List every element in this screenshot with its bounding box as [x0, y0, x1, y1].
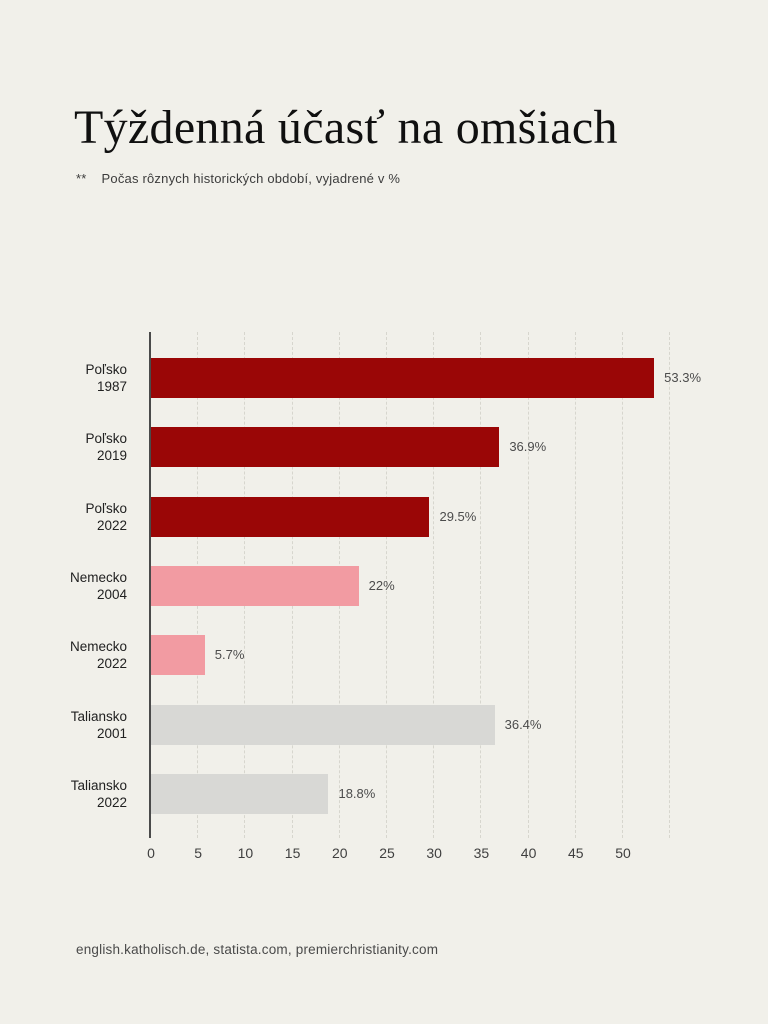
footnote-marker: **: [76, 171, 87, 186]
category-label: Nemecko 2022: [70, 635, 127, 675]
gridline: [480, 332, 482, 838]
category-label: Taliansko 2022: [71, 774, 127, 814]
category-year: 2022: [96, 656, 127, 672]
category-label: Poľsko 2019: [86, 427, 127, 467]
x-axis-tick-label: 0: [147, 845, 155, 861]
footnote-text: Počas rôznych historických období, vyjad…: [101, 171, 401, 186]
category-country: Nemecko: [69, 569, 127, 585]
category-country: Taliansko: [70, 708, 127, 724]
category-year: 2004: [96, 586, 127, 602]
category-label: Poľsko 1987: [86, 358, 127, 398]
plot-area: 53.3% 36.9% 29.5% 22% 5.7% 36.4% 18.8% 0 5 10 15 20…: [147, 332, 701, 861]
category-country: Poľsko: [85, 431, 127, 447]
bar-value-label: 29.5%: [439, 508, 477, 524]
bar: [151, 496, 430, 537]
page-title: Týždenná účasť na omšiach: [74, 101, 618, 155]
category-labels-column: Poľsko 1987 Poľsko 2019 Poľsko 2022 Nemecko 200…: [0, 332, 138, 838]
gridline: [433, 332, 435, 838]
x-axis-tick-label: 35: [473, 845, 490, 861]
gridline: [527, 332, 529, 838]
category-country: Poľsko: [85, 362, 127, 377]
bar-value-label: 5.7%: [214, 647, 245, 663]
bar: [151, 773, 329, 814]
gridline: [669, 332, 671, 838]
category-year: 2019: [96, 448, 127, 464]
gridline: [386, 332, 387, 838]
x-axis-tick-label: 10: [237, 845, 254, 861]
x-axis-tick-label: 50: [615, 845, 631, 861]
sources-line: english.katholisch.de, statista.com, pre…: [76, 942, 439, 957]
gridline: [622, 332, 623, 838]
category-country: Nemecko: [69, 639, 127, 655]
x-axis-tick-label: 45: [568, 845, 584, 861]
bar-value-label: 53.3%: [664, 370, 702, 385]
x-axis-tick-label: 25: [379, 845, 395, 861]
x-axis-tick-label: 40: [520, 845, 537, 861]
bar-value-label: 36.9%: [509, 439, 547, 455]
x-axis-tick-label: 30: [426, 845, 442, 861]
bar: [151, 704, 495, 745]
category-year: 2022: [96, 794, 127, 810]
category-country: Taliansko: [70, 777, 127, 793]
footnote: ** Počas rôznych historických období, vyj…: [76, 171, 400, 186]
category-label: Nemecko 2004: [70, 566, 127, 606]
bar-value-label: 22%: [368, 577, 395, 593]
bar: [151, 358, 655, 398]
gridline: [574, 332, 576, 838]
category-year: 2001: [96, 725, 127, 741]
x-axis-tick-label: 20: [332, 845, 348, 861]
bar: [151, 427, 500, 468]
category-year: 1987: [96, 379, 127, 394]
x-axis-tick-label: 5: [194, 845, 203, 861]
category-country: Poľsko: [85, 500, 127, 516]
x-axis-tick-label: 15: [284, 845, 301, 861]
bar: [151, 565, 359, 606]
bar-value-label: 18.8%: [338, 785, 376, 801]
bar-value-label: 36.4%: [504, 716, 542, 732]
category-label: Taliansko 2001: [71, 705, 127, 745]
bar: [151, 635, 205, 676]
category-year: 2022: [96, 517, 127, 533]
category-label: Poľsko 2022: [86, 497, 127, 537]
